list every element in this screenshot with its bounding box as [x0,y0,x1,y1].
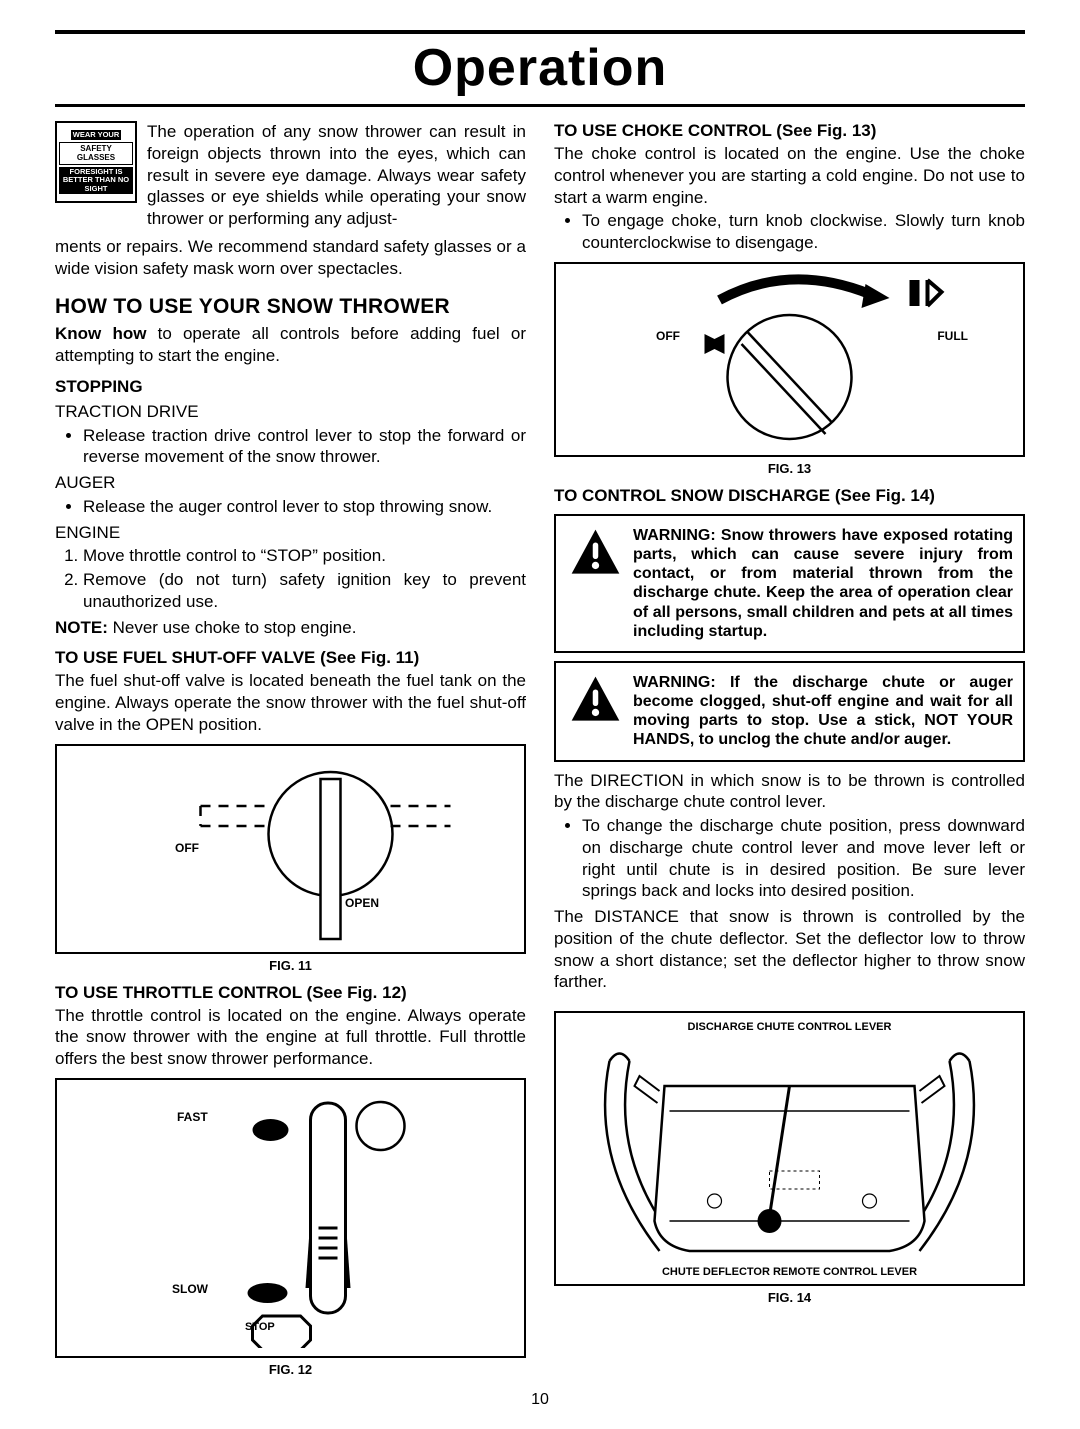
figure-12: FAST SLOW STOP [55,1078,526,1358]
fig13-full-label: FULL [937,329,968,343]
fuel-para: The fuel shut-off valve is located benea… [55,670,526,735]
direction-list: To change the discharge chute position, … [554,815,1025,902]
figure-13: OFF FULL [554,262,1025,457]
column-left: WEAR YOUR SAFETY GLASSES FORESIGHT IS BE… [55,121,526,1383]
warning-triangle-icon [568,673,623,728]
auger-label: AUGER [55,472,526,494]
warning-text-1: WARNING: Snow throwers have exposed rota… [633,526,1013,641]
note-para: NOTE: Never use choke to stop engine. [55,617,526,639]
fig14-label-top: DISCHARGE CHUTE CONTROL LEVER [556,1021,1023,1033]
page-number: 10 [55,1391,1025,1409]
fig14-label-bottom: CHUTE DEFLECTOR REMOTE CONTROL LEVER [556,1266,1023,1278]
safety-glasses-badge: WEAR YOUR SAFETY GLASSES FORESIGHT IS BE… [55,121,137,203]
fig11-svg [65,754,516,944]
warning-text-2: WARNING: If the discharge chute or auger… [633,673,1013,750]
fig14-svg [564,1021,1015,1276]
choke-bullet: To engage choke, turn knob clockwise. Sl… [582,210,1025,254]
rule-top [55,30,1025,34]
direction-para: The DIRECTION in which snow is to be thr… [554,770,1025,814]
fig12-fast-label: FAST [177,1110,208,1124]
warning-triangle-icon [568,526,623,581]
fig12-caption: FIG. 12 [55,1362,526,1377]
howto-heading: HOW TO USE YOUR SNOW THROWER [55,295,526,319]
figure-11: OFF OPEN [55,744,526,954]
engine-list: Move throttle control to “STOP” position… [55,545,526,612]
engine-label: ENGINE [55,522,526,544]
fig14-caption: FIG. 14 [554,1290,1025,1305]
two-column-layout: WEAR YOUR SAFETY GLASSES FORESIGHT IS BE… [55,121,1025,1383]
throttle-heading: TO USE THROTTLE CONTROL (See Fig. 12) [55,983,526,1003]
fig11-caption: FIG. 11 [55,958,526,973]
fig12-svg [65,1088,516,1348]
traction-list: Release traction drive control lever to … [55,425,526,469]
engine-step2: Remove (do not turn) safety ignition key… [83,569,526,613]
fig13-svg [564,272,1015,447]
figure-14: DISCHARGE CHUTE CONTROL LEVER CHUTE DEFL… [554,1011,1025,1286]
warning-box-1: WARNING: Snow throwers have exposed rota… [554,514,1025,653]
stopping-heading: STOPPING [55,377,526,397]
note-lead: NOTE: [55,618,108,637]
auger-bullet: Release the auger control lever to stop … [83,496,526,518]
intro-row: WEAR YOUR SAFETY GLASSES FORESIGHT IS BE… [55,121,526,230]
choke-list: To engage choke, turn knob clockwise. Sl… [554,210,1025,254]
distance-para: The DISTANCE that snow is thrown is cont… [554,906,1025,993]
fig11-open-label: OPEN [345,896,379,910]
traction-bullet: Release traction drive control lever to … [83,425,526,469]
fig13-caption: FIG. 13 [554,461,1025,476]
direction-bullet: To change the discharge chute position, … [582,815,1025,902]
knowhow-para: Know how to operate all controls before … [55,323,526,367]
choke-para: The choke control is located on the engi… [554,143,1025,208]
fig12-stop-label: STOP [245,1321,275,1333]
intro-para-part1: The operation of any snow thrower can re… [147,121,526,230]
note-rest: Never use choke to stop engine. [108,618,357,637]
throttle-para: The throttle control is located on the e… [55,1005,526,1070]
fuel-heading: TO USE FUEL SHUT-OFF VALVE (See Fig. 11) [55,648,526,668]
badge-line1: WEAR YOUR [71,130,122,141]
column-right: TO USE CHOKE CONTROL (See Fig. 13) The c… [554,121,1025,1383]
auger-list: Release the auger control lever to stop … [55,496,526,518]
warning-box-2: WARNING: If the discharge chute or auger… [554,661,1025,762]
rule-under-title [55,104,1025,107]
fig13-off-label: OFF [656,329,680,343]
badge-line2: SAFETY GLASSES [59,142,133,164]
page-title: Operation [55,38,1025,98]
engine-step1: Move throttle control to “STOP” position… [83,545,526,567]
discharge-heading: TO CONTROL SNOW DISCHARGE (See Fig. 14) [554,486,1025,506]
badge-line3: FORESIGHT IS BETTER THAN NO SIGHT [59,167,133,195]
fig12-slow-label: SLOW [172,1282,208,1296]
knowhow-lead: Know how [55,324,146,343]
fig11-off-label: OFF [175,841,199,855]
choke-heading: TO USE CHOKE CONTROL (See Fig. 13) [554,121,1025,141]
traction-label: TRACTION DRIVE [55,401,526,423]
intro-para-part2: ments or repairs. We recommend standard … [55,236,526,280]
